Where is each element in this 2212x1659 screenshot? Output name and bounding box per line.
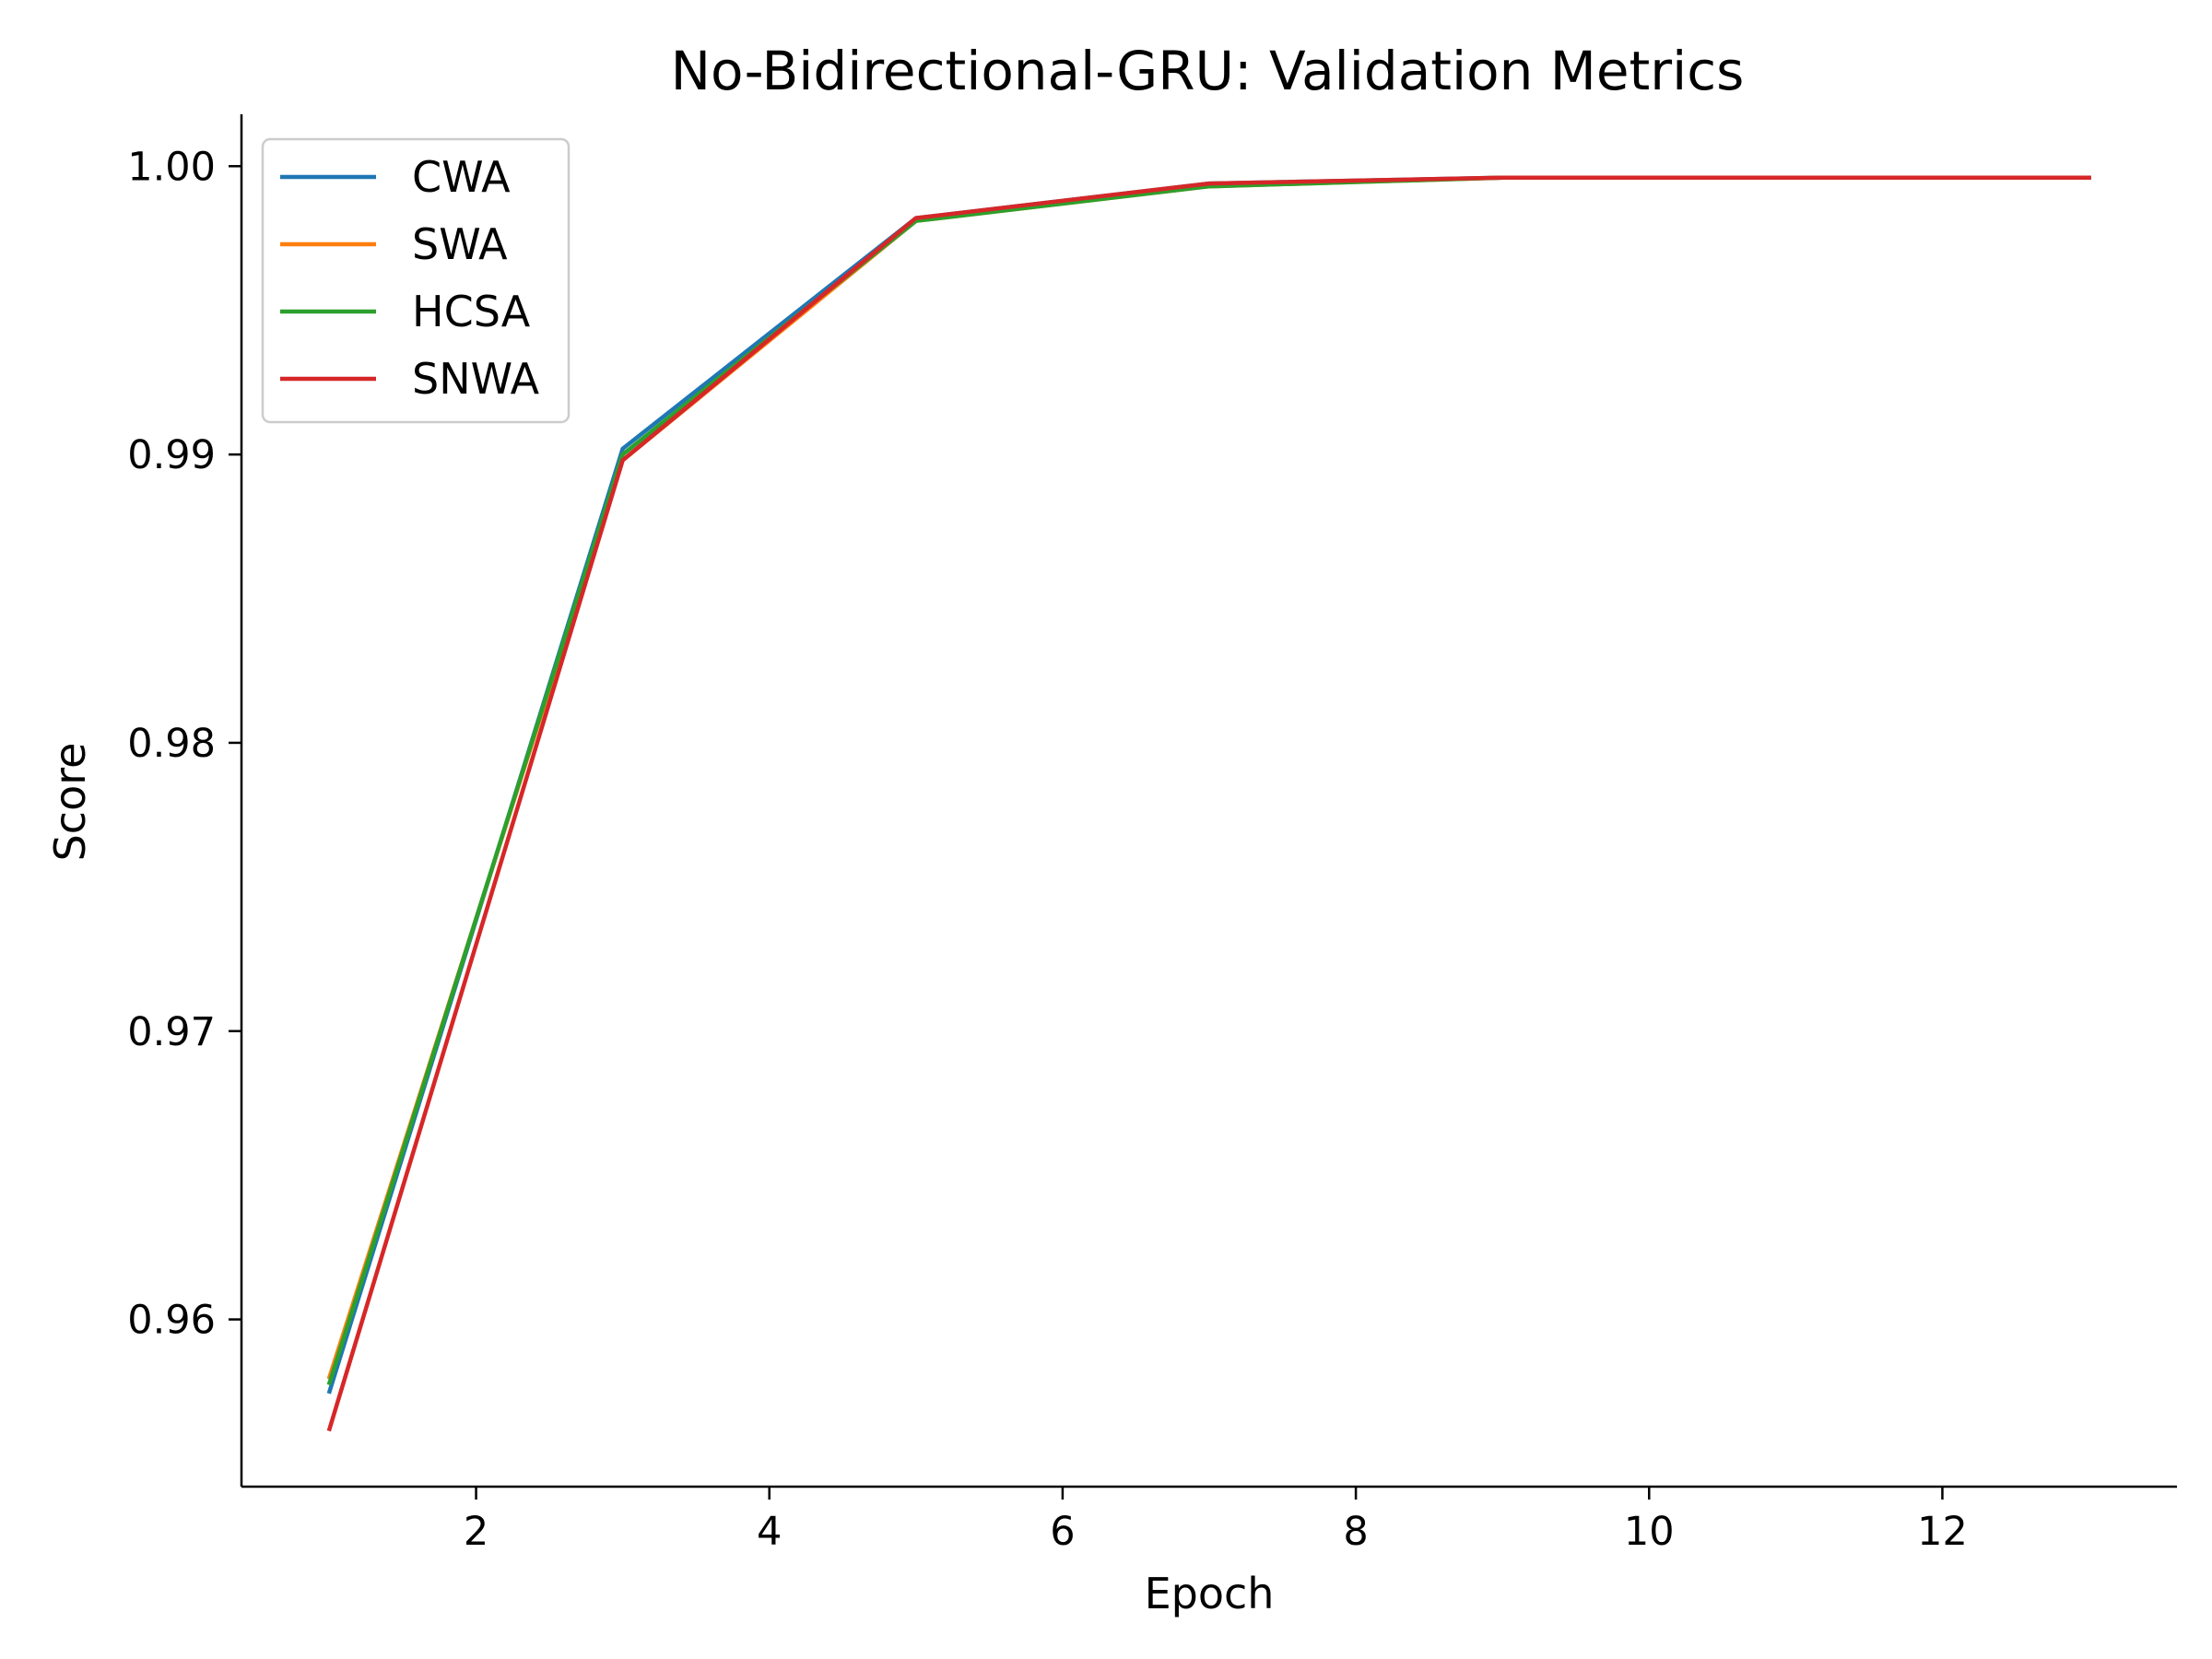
series-line-swa bbox=[326, 175, 2091, 1380]
series-line-snwa bbox=[326, 175, 2091, 1432]
legend-label-snwa: SNWA bbox=[412, 354, 540, 404]
x-ticks: 2 4 6 8 10 12 bbox=[464, 1487, 1968, 1555]
legend-label-cwa: CWA bbox=[412, 152, 511, 202]
x-tick-label: 4 bbox=[757, 1509, 782, 1555]
series-line-hcsa bbox=[326, 175, 2091, 1386]
chart-title: No-Bidirectional-GRU: Validation Metrics bbox=[671, 40, 1745, 102]
x-axis-label: Epoch bbox=[1145, 1569, 1275, 1618]
legend-label-hcsa: HCSA bbox=[412, 287, 531, 336]
y-tick-label: 0.98 bbox=[127, 721, 216, 767]
y-tick-label: 0.97 bbox=[127, 1009, 216, 1055]
legend-frame bbox=[261, 137, 571, 424]
x-tick-label: 10 bbox=[1624, 1509, 1675, 1555]
legend-label-swa: SWA bbox=[412, 219, 508, 269]
y-ticks: 0.96 0.97 0.98 0.99 1.00 bbox=[127, 144, 241, 1344]
y-tick-label: 0.99 bbox=[127, 432, 216, 478]
plot-lines bbox=[326, 175, 2091, 1432]
y-axis-label: Score bbox=[45, 743, 95, 862]
y-tick-label: 1.00 bbox=[127, 144, 216, 190]
x-tick-label: 6 bbox=[1050, 1509, 1075, 1555]
y-tick-label: 0.96 bbox=[127, 1298, 216, 1344]
legend: CWA SWA HCSA SNWA bbox=[261, 137, 571, 424]
x-tick-label: 2 bbox=[464, 1509, 488, 1555]
legend-items: CWA SWA HCSA SNWA bbox=[280, 152, 540, 404]
x-tick-label: 8 bbox=[1343, 1509, 1368, 1555]
x-tick-label: 12 bbox=[1917, 1509, 1968, 1555]
series-line-cwa bbox=[326, 175, 2091, 1394]
